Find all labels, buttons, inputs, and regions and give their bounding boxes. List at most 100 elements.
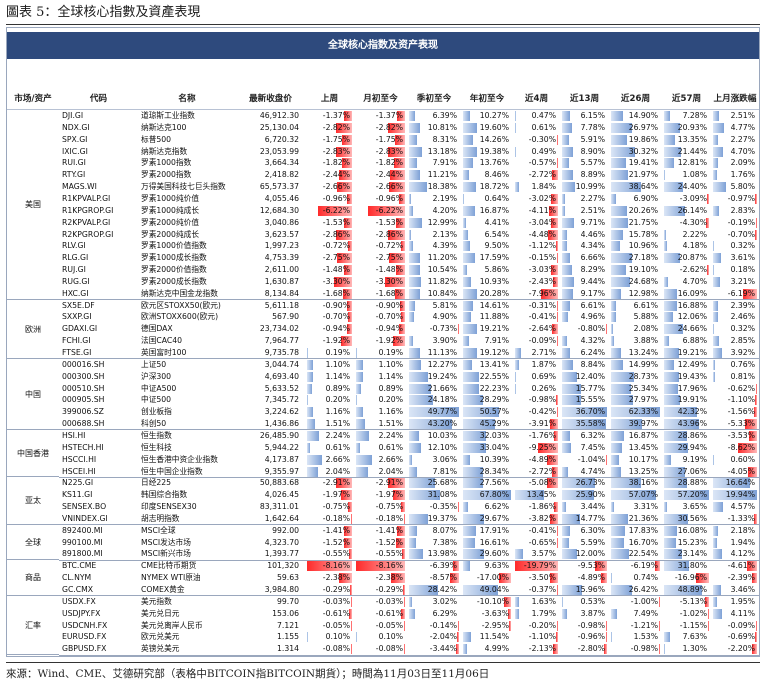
figure-title: 圖表 5：全球核心指數及資產表現 <box>6 4 760 25</box>
return-value: -3.44% <box>429 644 457 654</box>
return-cell: -0.18% <box>305 513 354 525</box>
return-value: -1.92% <box>322 336 350 346</box>
positive-bar <box>307 442 311 453</box>
positive-bar <box>713 146 724 157</box>
return-value: -1.33% <box>727 513 755 523</box>
positive-bar <box>562 442 572 453</box>
return-cell: -0.14% <box>407 620 461 632</box>
positive-bar <box>664 300 678 311</box>
return-cell: -2.38% <box>354 572 407 584</box>
return-cell: -3.30% <box>305 276 354 288</box>
return-value: -3.91% <box>528 419 556 429</box>
positive-bar <box>664 170 665 181</box>
column-header: 近57周 <box>671 94 702 104</box>
asset-code: RUJ.GI <box>62 265 86 275</box>
negative-bar <box>756 217 757 228</box>
group-divider <box>59 358 759 360</box>
asset-name: 纳斯达克100 <box>141 122 187 132</box>
return-cell: 5.81% <box>407 300 461 312</box>
return-cell: 0.81% <box>711 371 759 383</box>
positive-bar <box>611 348 622 358</box>
table-row: SPX.GI 标普500 6,720.32 -1.75% -1.75% 8.31% 14.2… <box>7 134 759 146</box>
return-cell: 0.10% <box>354 631 407 643</box>
return-value: 42.32% <box>677 407 707 417</box>
return-value: 0.69% <box>531 371 556 381</box>
return-value: 6.62% <box>484 502 509 512</box>
positive-bar <box>409 549 424 560</box>
last-close: 1,630.87 <box>264 276 299 286</box>
return-value: -4.48% <box>528 229 556 239</box>
return-value: 11.82% <box>427 276 457 286</box>
negative-bar <box>401 608 405 619</box>
positive-bar <box>409 182 428 193</box>
negative-bar <box>367 205 405 216</box>
return-cell: 7.91% <box>407 157 461 169</box>
negative-bar <box>336 253 352 264</box>
return-cell: -0.19% <box>711 217 759 229</box>
negative-bar <box>399 324 405 335</box>
asset-name: 英国富时100 <box>141 348 187 357</box>
return-cell: 0.19% <box>354 347 407 359</box>
return-value: -2.43% <box>528 276 556 286</box>
return-cell: 11.82% <box>407 276 461 288</box>
return-cell: 2.24% <box>305 430 354 442</box>
return-cell: 12.00% <box>560 548 609 560</box>
return-cell: 4.46% <box>560 229 609 241</box>
return-cell: -16.96% <box>662 572 711 584</box>
group-divider <box>59 476 759 478</box>
return-value: 3.44% <box>580 502 605 512</box>
return-value: 5.88% <box>633 312 658 322</box>
return-value: -0.70% <box>375 312 403 322</box>
return-cell: 15.96% <box>560 584 609 596</box>
return-cell: -6.19% <box>609 560 662 572</box>
positive-bar <box>562 217 574 228</box>
positive-bar <box>409 134 418 145</box>
return-cell: 28.73% <box>609 371 662 383</box>
return-value: -3.30% <box>322 276 350 286</box>
return-value: -0.30% <box>528 134 556 144</box>
return-cell: 0.49% <box>513 146 560 158</box>
return-cell: 3.44% <box>560 501 609 513</box>
return-cell: 22.54% <box>609 548 662 560</box>
return-cell: -2.91% <box>305 477 354 489</box>
return-value: 9.19% <box>682 454 707 464</box>
return-cell: 38.16% <box>609 477 662 489</box>
positive-bar <box>463 122 477 133</box>
asset-code: 990100.MI <box>62 537 103 547</box>
asset-code: MAGS.WI <box>62 182 97 192</box>
return-value: -1.76% <box>528 430 556 440</box>
return-cell: 4.20% <box>407 205 461 217</box>
asset-name: 美元兑离岸人民币 <box>141 620 203 630</box>
positive-bar <box>562 525 570 536</box>
return-value: -1.56% <box>727 407 755 417</box>
return-value: 29.94% <box>677 442 707 452</box>
return-value: -0.55% <box>322 549 350 559</box>
return-value: -0.20% <box>528 620 556 630</box>
return-cell: -0.03% <box>305 596 354 608</box>
return-value: -0.03% <box>322 596 350 606</box>
return-cell: 48.89% <box>662 584 711 596</box>
return-value: 16.87% <box>479 205 509 215</box>
return-cell: -8.57% <box>407 572 461 584</box>
positive-bar <box>463 111 471 121</box>
last-close: 65,573.37 <box>259 182 299 192</box>
return-cell: -2.86% <box>354 229 407 241</box>
table-row: 000300.SH 沪深300 4,693.40 1.14% 1.14% 19.24% 22… <box>7 371 759 383</box>
return-cell: -8.16% <box>354 560 407 572</box>
return-cell: 10.99% <box>560 181 609 193</box>
positive-bar <box>664 241 668 252</box>
positive-bar <box>562 407 607 418</box>
return-cell: 13.41% <box>461 359 513 371</box>
positive-bar <box>515 182 519 193</box>
return-cell: 19.94% <box>711 489 759 501</box>
return-value: 0.61% <box>378 442 403 452</box>
return-value: -2.44% <box>375 170 403 180</box>
return-value: -1.75% <box>375 134 403 144</box>
positive-bar <box>409 170 421 181</box>
asset-code: RUG.GI <box>62 276 90 286</box>
positive-bar <box>409 229 412 240</box>
return-value: 0.19% <box>378 348 403 357</box>
return-value: -4.89% <box>577 573 605 583</box>
return-cell: 1.87% <box>513 359 560 371</box>
positive-bar <box>307 383 312 394</box>
